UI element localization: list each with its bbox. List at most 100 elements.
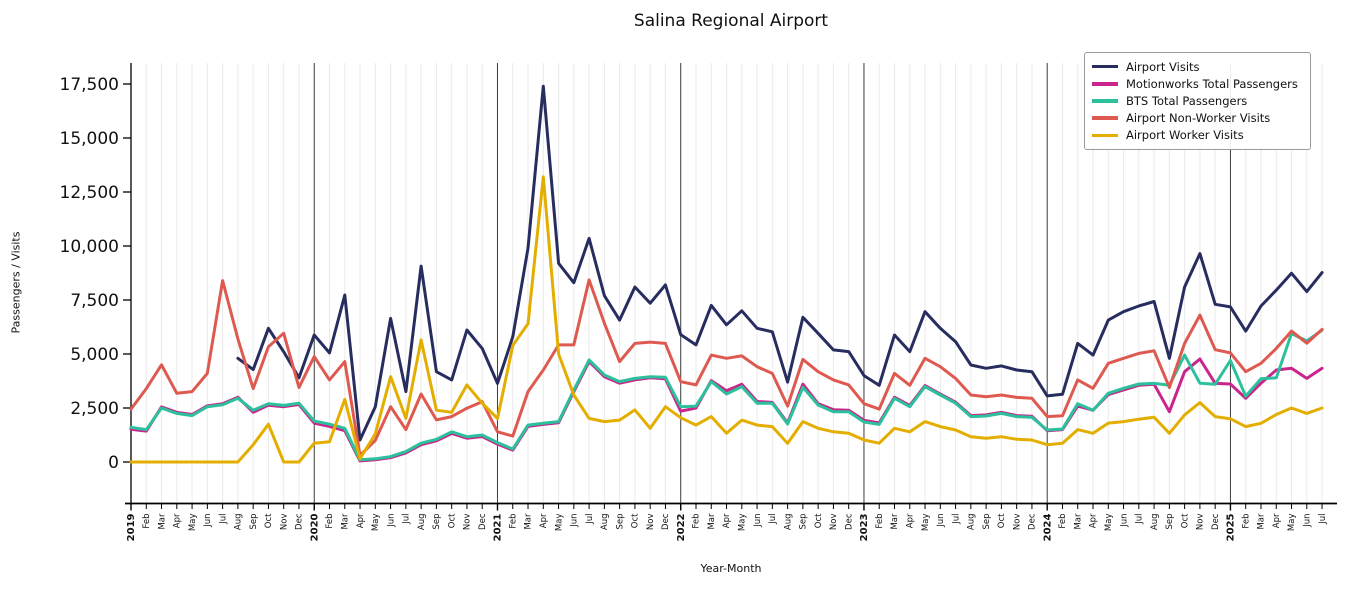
series-motionworks-total-passengers [129,357,1324,463]
svg-text:May: May [371,514,381,532]
svg-text:Nov: Nov [1196,514,1206,531]
svg-text:17,500: 17,500 [60,75,119,95]
svg-text:Jul: Jul [1135,514,1145,525]
svg-text:May: May [1104,514,1114,532]
svg-text:Jul: Jul [402,514,412,525]
svg-text:May: May [921,514,931,532]
svg-text:Nov: Nov [1012,513,1022,530]
svg-text:Oct: Oct [814,513,824,528]
series-airport-worker-visits [129,175,1324,464]
legend-line-airport-visits-icon [1092,64,1118,69]
svg-text:Jun: Jun [936,514,946,528]
svg-text:Oct: Oct [631,513,641,528]
svg-text:May: May [554,514,564,532]
svg-text:May: May [188,514,198,532]
svg-text:15,000: 15,000 [60,129,119,149]
svg-text:May: May [1287,514,1297,532]
svg-text:Jul: Jul [768,514,778,525]
svg-text:Sep: Sep [249,514,259,530]
legend-line-worker-icon [1092,133,1118,138]
svg-text:Apr: Apr [905,513,915,528]
svg-text:Feb: Feb [508,514,518,529]
svg-text:Jul: Jul [951,514,961,525]
svg-text:Mar: Mar [707,513,717,530]
legend-label: Airport Visits [1126,59,1200,74]
legend: Airport Visits Motionworks Total Passeng… [1084,52,1311,150]
svg-text:Dec: Dec [478,513,488,530]
svg-text:Sep: Sep [982,514,992,530]
svg-text:Feb: Feb [875,514,885,529]
svg-text:Jun: Jun [570,514,580,528]
svg-text:Sep: Sep [1165,514,1175,530]
svg-text:Feb: Feb [692,514,702,529]
legend-label: Airport Non-Worker Visits [1126,111,1271,126]
svg-text:Jun: Jun [386,514,396,528]
svg-text:Aug: Aug [417,514,427,531]
svg-text:Feb: Feb [1241,514,1251,529]
svg-text:5,000: 5,000 [70,345,119,365]
svg-text:7,500: 7,500 [70,291,119,311]
svg-text:Mar: Mar [890,513,900,530]
svg-text:Aug: Aug [967,514,977,531]
svg-text:Sep: Sep [799,514,809,530]
svg-text:Dec: Dec [844,513,854,530]
series-airport-non-worker-visits [129,278,1324,457]
svg-text:2022: 2022 [676,513,687,541]
series-airport-visits [236,84,1324,442]
svg-text:Aug: Aug [783,514,793,531]
svg-text:Mar: Mar [340,513,350,530]
svg-text:Feb: Feb [142,514,152,529]
svg-text:Dec: Dec [295,513,305,530]
svg-text:Dec: Dec [1028,513,1038,530]
svg-text:Oct: Oct [447,513,457,528]
svg-text:2021: 2021 [493,513,504,541]
svg-text:2025: 2025 [1226,513,1237,541]
data-series-lines [129,84,1324,464]
legend-label: BTS Total Passengers [1126,93,1248,108]
legend-label: Motionworks Total Passengers [1126,76,1298,91]
svg-text:Apr: Apr [173,513,183,528]
legend-label: Airport Worker Visits [1126,128,1244,143]
svg-text:May: May [738,514,748,532]
svg-text:Jul: Jul [585,514,595,525]
svg-text:2020: 2020 [309,513,320,541]
legend-item-bts-total-passengers: BTS Total Passengers [1092,92,1302,109]
svg-text:Apr: Apr [1272,513,1282,528]
legend-line-motionworks-icon [1092,82,1118,86]
legend-item-airport-non-worker-visits: Airport Non-Worker Visits [1092,110,1302,127]
svg-text:Jul: Jul [218,514,228,525]
svg-text:Apr: Apr [1089,513,1099,528]
svg-text:Jul: Jul [1318,514,1328,525]
svg-text:10,000: 10,000 [60,237,119,257]
svg-text:Nov: Nov [279,514,289,531]
legend-item-airport-worker-visits: Airport Worker Visits [1092,127,1302,144]
svg-text:Sep: Sep [432,514,442,530]
svg-text:Jun: Jun [1303,514,1313,528]
svg-text:Oct: Oct [264,513,274,528]
svg-text:Jun: Jun [203,514,213,528]
svg-text:Oct: Oct [1180,513,1190,528]
svg-text:Oct: Oct [997,513,1007,528]
svg-text:Jun: Jun [1119,514,1129,528]
series-bts-total-passengers [129,328,1324,462]
svg-text:Feb: Feb [1058,514,1068,529]
svg-text:Mar: Mar [1257,513,1267,530]
svg-text:Aug: Aug [234,514,244,531]
svg-text:Sep: Sep [615,514,625,530]
svg-text:Apr: Apr [722,513,732,528]
svg-text:12,500: 12,500 [60,183,119,203]
svg-text:Dec: Dec [661,513,671,530]
svg-text:2023: 2023 [859,513,870,541]
svg-text:Nov: Nov [829,514,839,531]
svg-text:2,500: 2,500 [70,399,119,419]
legend-item-airport-visits: Airport Visits [1092,58,1302,75]
legend-item-motionworks-total-passengers: Motionworks Total Passengers [1092,75,1302,92]
legend-line-bts-icon [1092,99,1118,103]
svg-text:Dec: Dec [1211,513,1221,530]
svg-text:Mar: Mar [524,513,534,530]
svg-text:Mar: Mar [1073,513,1083,530]
svg-text:Apr: Apr [539,513,549,528]
svg-text:Apr: Apr [356,513,366,528]
